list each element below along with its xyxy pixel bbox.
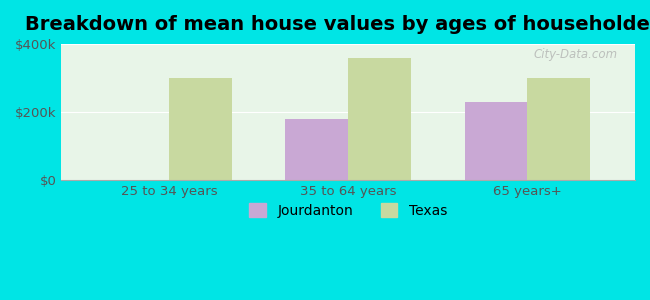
Bar bbox=[527, 78, 590, 180]
Title: Breakdown of mean house values by ages of householders: Breakdown of mean house values by ages o… bbox=[25, 15, 650, 34]
Legend: Jourdanton, Texas: Jourdanton, Texas bbox=[242, 196, 454, 225]
Bar bbox=[285, 119, 348, 180]
Text: City-Data.com: City-Data.com bbox=[534, 48, 618, 61]
Bar bbox=[465, 102, 527, 180]
Bar bbox=[348, 58, 411, 180]
Bar bbox=[169, 78, 231, 180]
